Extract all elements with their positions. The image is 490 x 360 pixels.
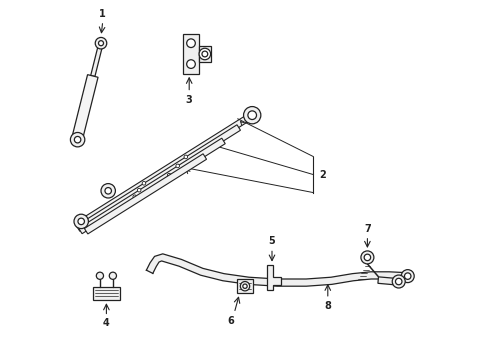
Polygon shape [76, 112, 254, 228]
Polygon shape [93, 287, 120, 300]
Circle shape [74, 136, 81, 143]
Circle shape [167, 173, 171, 177]
Circle shape [98, 41, 103, 46]
Circle shape [199, 48, 211, 60]
Polygon shape [73, 75, 98, 138]
Circle shape [142, 181, 146, 185]
Polygon shape [78, 138, 225, 234]
Polygon shape [147, 254, 404, 286]
Circle shape [97, 272, 103, 279]
Polygon shape [91, 43, 103, 76]
Circle shape [101, 184, 116, 198]
Text: 8: 8 [324, 301, 331, 311]
Circle shape [137, 188, 141, 192]
Text: 5: 5 [269, 236, 275, 246]
Circle shape [105, 188, 111, 194]
Circle shape [395, 278, 402, 285]
Circle shape [95, 37, 107, 49]
Text: 2: 2 [319, 170, 325, 180]
Polygon shape [183, 34, 199, 74]
Circle shape [202, 51, 208, 57]
Circle shape [187, 39, 196, 48]
Text: 1: 1 [99, 9, 106, 19]
Text: 7: 7 [364, 224, 371, 234]
Circle shape [133, 195, 137, 199]
Polygon shape [199, 46, 211, 62]
Circle shape [243, 284, 247, 288]
Circle shape [78, 218, 84, 225]
Text: 6: 6 [227, 316, 234, 326]
Polygon shape [84, 154, 207, 234]
Polygon shape [238, 279, 252, 293]
Circle shape [392, 275, 405, 288]
Circle shape [404, 273, 411, 279]
Circle shape [244, 107, 261, 124]
Polygon shape [378, 277, 394, 285]
Circle shape [401, 270, 414, 283]
Circle shape [109, 272, 117, 279]
Polygon shape [76, 125, 241, 231]
Circle shape [248, 111, 257, 120]
Circle shape [71, 132, 85, 147]
Circle shape [74, 214, 88, 229]
Text: 3: 3 [186, 95, 193, 105]
Circle shape [187, 60, 196, 68]
Circle shape [361, 251, 374, 264]
Circle shape [240, 282, 250, 291]
Circle shape [176, 164, 179, 168]
Circle shape [364, 254, 370, 261]
Polygon shape [268, 265, 281, 290]
Circle shape [184, 155, 188, 159]
Text: 4: 4 [103, 318, 110, 328]
